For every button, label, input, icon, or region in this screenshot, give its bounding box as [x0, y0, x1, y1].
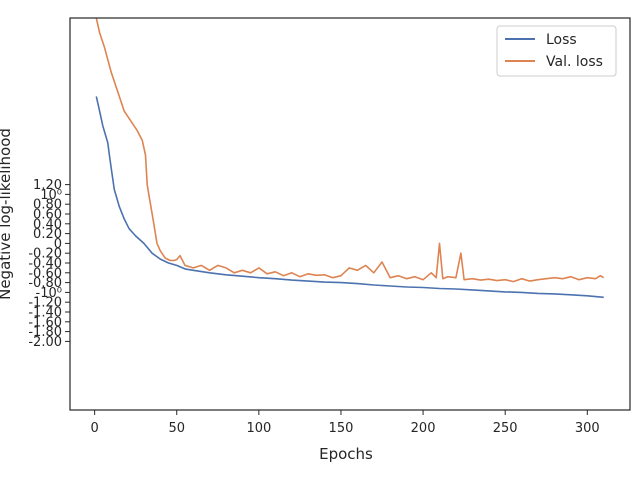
y-tick-label: -0.40 [28, 257, 62, 272]
y-tick-label: -2.00 [28, 335, 62, 350]
series-line-loss [95, 96, 604, 299]
legend-label-val-loss: Val. loss [546, 54, 603, 70]
series-line-val-loss [95, 17, 605, 283]
y-axis-label: Negative log-likelihood [0, 128, 14, 300]
y-tick-label: -10⁰ [36, 286, 62, 301]
x-axis-label: Epochs [319, 445, 373, 463]
series-layer [95, 17, 605, 299]
x-tick-label: 300 [575, 421, 600, 436]
x-tick-label: 100 [246, 421, 271, 436]
x-tick-label: 50 [168, 421, 185, 436]
y-tick-label: 0 [54, 237, 62, 252]
y-tick-label: -1.80 [28, 325, 62, 340]
y-tick-label: 10⁰ [40, 188, 62, 203]
x-tick-label: 0 [90, 421, 98, 436]
axes-frame [69, 17, 631, 411]
legend: Loss Val. loss [496, 25, 617, 77]
y-tick-label: -0.60 [28, 266, 62, 281]
y-tick-label: -1.20 [28, 296, 62, 311]
y-tick-label: -1.60 [28, 315, 62, 330]
x-axis-ticks: 0 50 100 150 200 250 300 [90, 410, 600, 436]
y-tick-label: -1.40 [28, 306, 62, 321]
y-tick-label: 0.60 [33, 208, 62, 223]
y-tick-label: 1.20 [33, 178, 62, 193]
y-tick-label: -0.20 [28, 247, 62, 262]
x-tick-label: 150 [329, 421, 354, 436]
legend-label-loss: Loss [546, 32, 577, 48]
y-axis-ticks: 1.2010⁰0.800.600.400.200-0.20-0.40-0.60-… [28, 178, 70, 350]
x-tick-label: 250 [493, 421, 518, 436]
y-tick-label: 0.20 [33, 227, 62, 242]
y-tick-label: 0.40 [33, 217, 62, 232]
x-tick-label: 200 [411, 421, 436, 436]
y-tick-label: -0.80 [28, 276, 62, 291]
y-tick-label: 0.80 [33, 198, 62, 213]
